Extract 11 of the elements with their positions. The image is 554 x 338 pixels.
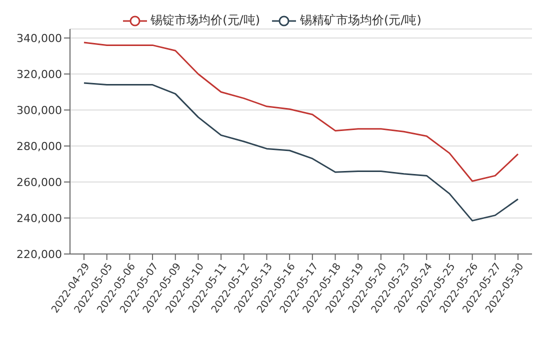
y-tick-label: 220,000 bbox=[16, 248, 62, 261]
y-tick-label: 240,000 bbox=[16, 212, 62, 225]
y-tick-label: 300,000 bbox=[16, 104, 62, 117]
y-tick-label: 260,000 bbox=[16, 176, 62, 189]
y-tick-label: 320,000 bbox=[16, 68, 62, 81]
line-series bbox=[83, 82, 519, 222]
y-tick-label: 340,000 bbox=[16, 32, 62, 45]
legend-label: 锡锭市场均价(元/吨) bbox=[150, 12, 260, 29]
y-tick-label: 280,000 bbox=[16, 140, 62, 153]
line-series bbox=[83, 42, 519, 182]
legend-label: 锡精矿市场均价(元/吨) bbox=[299, 12, 422, 29]
